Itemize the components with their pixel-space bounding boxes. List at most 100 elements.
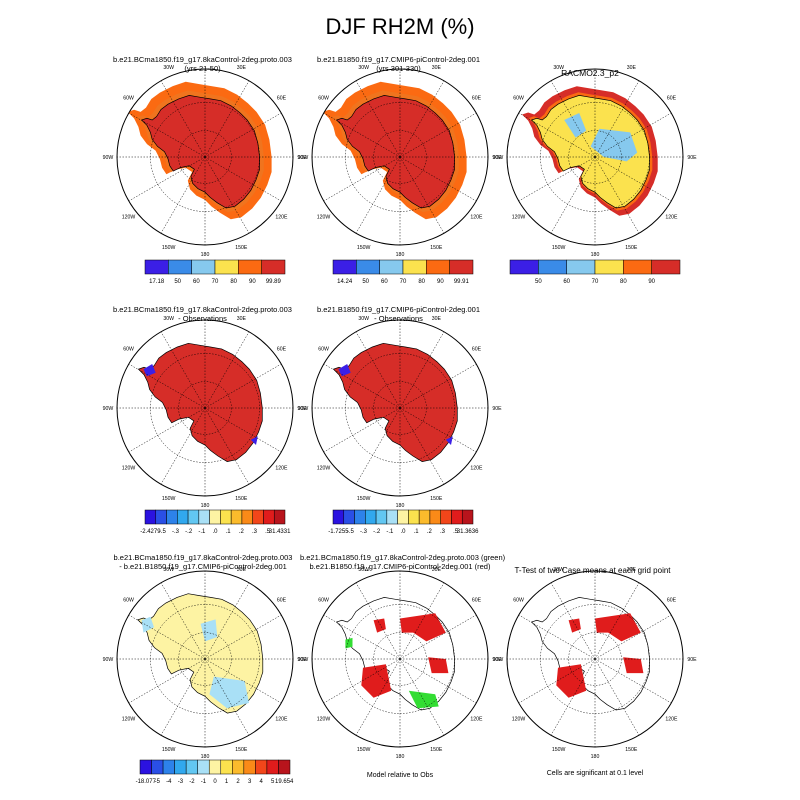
longitude-label: 60E [472, 346, 482, 352]
colorbar-swatch [440, 509, 452, 525]
meridian-line [323, 658, 401, 704]
meridian-line [550, 80, 596, 158]
longitude-label: 120W [122, 717, 136, 723]
longitude-label: 150W [357, 496, 371, 502]
map-border [506, 68, 684, 246]
colorbar-swatch [418, 509, 431, 525]
latitude-circle [373, 381, 427, 435]
colorbar-label: .2 [427, 529, 433, 535]
meridian-line [518, 658, 596, 704]
panel-title-p1: b.e21.BCma1850.f19_g17.8kaControl-2deg.p… [110, 55, 295, 73]
colorbar-swatch [354, 509, 366, 525]
meridian-line [204, 80, 250, 158]
colorbar-label: 50 [174, 279, 181, 285]
meridian-line [355, 407, 401, 485]
longitude-label: 90E [687, 155, 697, 161]
colorbar-swatch [214, 259, 239, 275]
map-border [311, 570, 489, 748]
low-rh-area [564, 113, 587, 138]
meridian-line [399, 658, 445, 736]
meridian-line [204, 331, 250, 409]
map-border [311, 319, 489, 497]
longitude-label: 150W [162, 496, 176, 502]
longitude-label: 150W [357, 245, 371, 251]
colorbar-label: 80 [620, 279, 627, 285]
panel-title-p8-line2: b.e21.B1850.f19_g17.CMIP6-piControl-2deg… [309, 562, 491, 571]
colorbar-cb2: 14.24 50 60 70 80 90 99.91 [332, 259, 474, 285]
colorbar-label: 60 [193, 279, 200, 285]
colorbar-label: 17.18 [149, 279, 165, 285]
colorbar-label: -.5 [347, 529, 355, 535]
meridian-line [204, 156, 282, 202]
meridian-line [594, 658, 640, 736]
longitude-label: 180 [201, 754, 210, 760]
colorbar-swatch [332, 259, 357, 275]
colorbar-swatch [273, 509, 286, 525]
significant-cells [428, 657, 449, 674]
panel-title-p5: b.e21.B1850.f19_g17.CMIP6-piControl-2deg… [306, 305, 491, 323]
longitude-label: 60W [123, 346, 134, 352]
colorbar-label: .5 [265, 529, 271, 535]
map-field [332, 342, 458, 462]
panel-title-p3-line1: RACMO2.3_p2 [561, 68, 619, 78]
longitude-label: 90W [298, 406, 309, 412]
meridian-line [323, 156, 401, 202]
colorbar-swatch [168, 259, 192, 275]
meridian-line [594, 156, 672, 202]
colorbar-label: -.2 [373, 529, 381, 535]
meridian-line [204, 658, 250, 736]
colorbar-label: 99.89 [266, 279, 282, 285]
meridian-line [399, 614, 477, 660]
latitude-circle [373, 632, 427, 686]
meridian-line [355, 582, 401, 660]
longitude-label: 60E [667, 95, 677, 101]
meridian-line [399, 156, 445, 234]
colorbar-label: -4 [166, 779, 172, 785]
longitude-label: 150E [235, 747, 248, 753]
longitude-label: 180 [201, 252, 210, 258]
continent-bias-field [332, 342, 458, 462]
colorbar-swatch [278, 759, 291, 775]
latitude-circle [178, 632, 232, 686]
colorbar-label: .1 [414, 529, 420, 535]
meridian-line [160, 658, 206, 736]
longitude-label: 150W [357, 747, 371, 753]
panel-title-p4-line1: b.e21.BCma1850.f19_g17.8kaControl-2deg.p… [113, 305, 292, 314]
colorbar-swatch [402, 259, 427, 275]
longitude-label: 60W [123, 597, 134, 603]
meridian-line [399, 658, 477, 704]
meridian-line [160, 80, 206, 158]
longitude-label: 60E [472, 597, 482, 603]
map-border [311, 68, 489, 246]
colorbar-swatch [166, 509, 178, 525]
map-field [322, 81, 467, 220]
meridian-line [399, 407, 477, 453]
longitude-label: 120W [512, 717, 526, 723]
map-border [116, 319, 294, 497]
longitude-label: 180 [396, 754, 405, 760]
meridian-line [128, 112, 206, 158]
colorbar-label: .0 [212, 529, 218, 535]
colorbar-swatch [187, 509, 200, 525]
colorbar-swatch [566, 259, 596, 275]
meridian-line [550, 582, 596, 660]
panel-title-p8: b.e21.BCma1850.f19_g17.8kaControl-2deg.p… [300, 553, 505, 571]
colorbar-label: 14.24 [337, 279, 353, 285]
panel-title-p7-line2: - b.e21.B1850.f19_g17.CMIP6-piControl-2d… [119, 562, 287, 571]
colorbar-label: 90 [648, 279, 655, 285]
colorbar-label: 31.3636 [457, 529, 479, 535]
longitude-label: 30E [237, 316, 247, 322]
colorbar-label: .2 [239, 529, 245, 535]
colorbar-swatch [623, 259, 652, 275]
colorbar-swatch [139, 759, 152, 775]
colorbar-label: 50 [362, 279, 369, 285]
meridian-line [160, 582, 206, 660]
meridian-line [204, 363, 282, 409]
colorbar-swatch [386, 509, 398, 525]
